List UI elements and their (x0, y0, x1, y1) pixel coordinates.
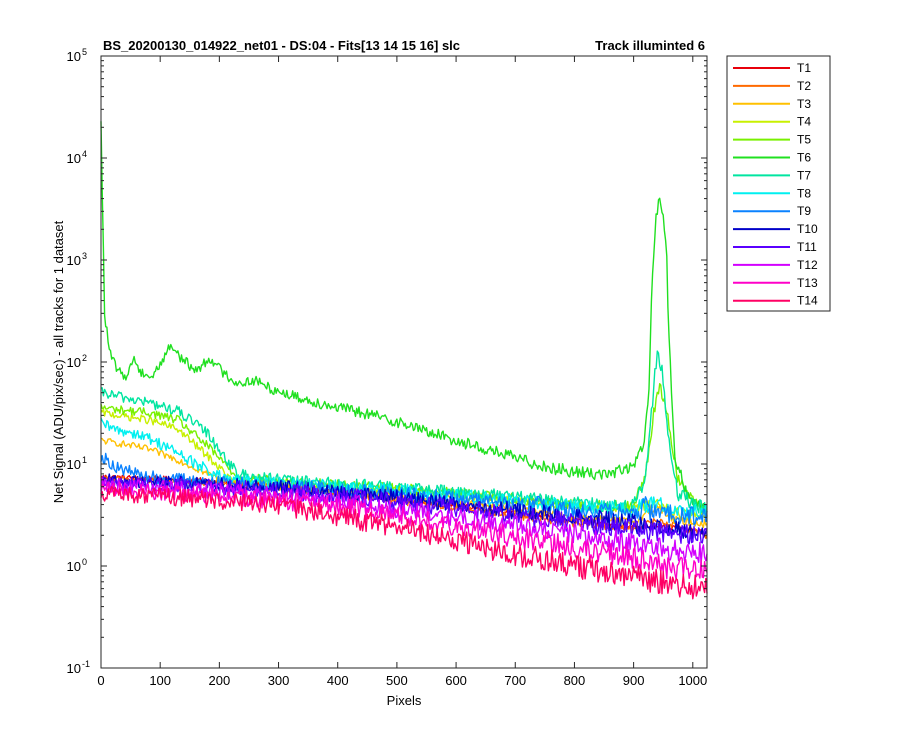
y-tick-label: 10 (67, 253, 81, 268)
y-tick-base: 10 (67, 49, 81, 64)
legend-label: T10 (797, 222, 818, 236)
legend-label: T9 (797, 204, 811, 218)
legend-label: T13 (797, 276, 818, 290)
legend-label: T8 (797, 186, 811, 200)
series-line-t14 (100, 486, 708, 600)
x-tick-label: 600 (445, 673, 467, 688)
legend-label: T11 (797, 240, 817, 254)
y-tick-base: 10 (67, 457, 81, 472)
series-line-t6 (100, 121, 708, 518)
y-tick-label: 10 (67, 355, 81, 370)
x-tick-label: 300 (268, 673, 290, 688)
y-tick-label: 10 (67, 661, 81, 676)
legend-label: T4 (797, 115, 811, 129)
x-axis-label: Pixels (387, 693, 422, 708)
legend: T1 T2 T3 T4 T5 T6 T7 T8 T9 T10 T11 T12 T13 T14 (726, 55, 831, 312)
x-tick-label: 500 (386, 673, 408, 688)
y-tick-label: 10 (67, 151, 81, 166)
y-tick-exponent: 3 (82, 251, 87, 261)
y-tick-exponent: 4 (82, 149, 87, 159)
x-tick-label: 700 (504, 673, 526, 688)
y-tick-base: 10 (67, 253, 81, 268)
chart-title-left: BS_20200130_014922_net01 - DS:04 - Fits[… (103, 38, 460, 53)
y-tick-label: 10 (67, 457, 81, 472)
x-tick-label: 1000 (678, 673, 707, 688)
y-tick-base: 10 (67, 661, 81, 676)
y-tick-base: 10 (67, 355, 81, 370)
y-tick-exponent: 2 (82, 353, 87, 363)
legend-label: T12 (797, 258, 818, 272)
legend-label: T7 (797, 168, 811, 182)
legend-box (726, 55, 831, 312)
x-tick-label: 900 (623, 673, 645, 688)
x-tick-label: 400 (327, 673, 349, 688)
x-tick-label: 0 (97, 673, 104, 688)
x-tick-label: 800 (564, 673, 586, 688)
y-tick-label: 10 (67, 559, 81, 574)
y-axis-label: Net Signal (ADU/pix/sec) - all tracks fo… (51, 220, 66, 503)
y-tick-exponent: -1 (82, 659, 90, 669)
y-tick-exponent: 0 (82, 557, 87, 567)
y-tick-base: 10 (67, 559, 81, 574)
series-line-t10 (100, 473, 708, 541)
x-axis-ticks: 0 100 200 300 400 500 600 700 800 900 1000 (97, 56, 707, 688)
legend-label: T2 (797, 79, 811, 93)
chart-title-right: Track illuminted 6 (595, 38, 705, 53)
legend-label: T14 (797, 294, 818, 308)
x-tick-label: 100 (149, 673, 171, 688)
series-lines (100, 121, 708, 600)
x-tick-label: 200 (209, 673, 231, 688)
legend-label: T3 (797, 97, 811, 111)
y-tick-exponent: 5 (82, 47, 87, 57)
legend-label: T1 (797, 61, 811, 75)
y-tick-label: 10 (67, 49, 81, 64)
legend-label: T5 (797, 133, 811, 147)
y-tick-exponent: 1 (82, 455, 87, 465)
legend-label: T6 (797, 151, 811, 165)
y-tick-base: 10 (67, 151, 81, 166)
